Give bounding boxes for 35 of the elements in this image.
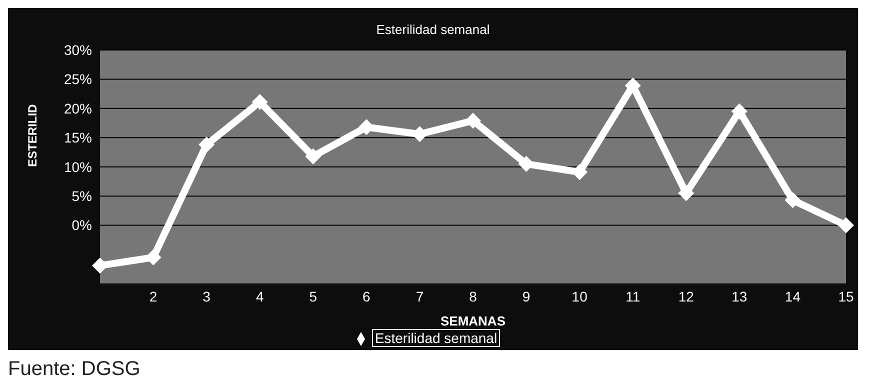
- y-tick-label: 20%: [64, 100, 92, 116]
- x-tick-label: 13: [732, 288, 748, 305]
- y-axis-title: ESTERILID: [25, 104, 40, 167]
- y-tick-label: 0%: [72, 217, 92, 234]
- x-tick-label: 4: [256, 288, 264, 305]
- point: [838, 217, 854, 234]
- y-tick-label: 15%: [64, 130, 92, 146]
- x-tick-label: 9: [522, 288, 530, 305]
- x-tick-label: 2: [149, 288, 158, 305]
- y-tick-label: 10%: [64, 158, 92, 175]
- point: [784, 192, 801, 208]
- x-tick-label: 8: [469, 288, 478, 305]
- chart-title: Esterilidad semanal: [376, 22, 490, 37]
- x-tick-label: 15: [838, 288, 854, 305]
- point: [678, 185, 694, 202]
- y-tick-label: 5%: [72, 188, 92, 204]
- legend-label: Esterilidad semanal: [372, 328, 500, 347]
- x-tick-label: 6: [362, 288, 371, 305]
- x-tick-label: 7: [416, 288, 424, 305]
- point: [305, 148, 322, 164]
- x-tick-label: 10: [572, 288, 588, 305]
- point: [198, 136, 215, 153]
- x-tick-label: 11: [626, 288, 640, 305]
- x-tick-label: 3: [202, 288, 211, 305]
- x-tick-label: 14: [784, 288, 801, 305]
- point: [731, 103, 748, 120]
- y-tick-label: 30%: [64, 42, 92, 58]
- point: [465, 112, 481, 129]
- point: [624, 78, 641, 94]
- source-note: Fuente: DGSG: [8, 358, 142, 381]
- x-tick-label: 12: [678, 288, 694, 305]
- x-tick-label: 5: [309, 288, 318, 305]
- x-axis-title: SEMANAS: [440, 314, 506, 329]
- y-tick-label: 25%: [64, 71, 92, 88]
- point: [252, 94, 268, 110]
